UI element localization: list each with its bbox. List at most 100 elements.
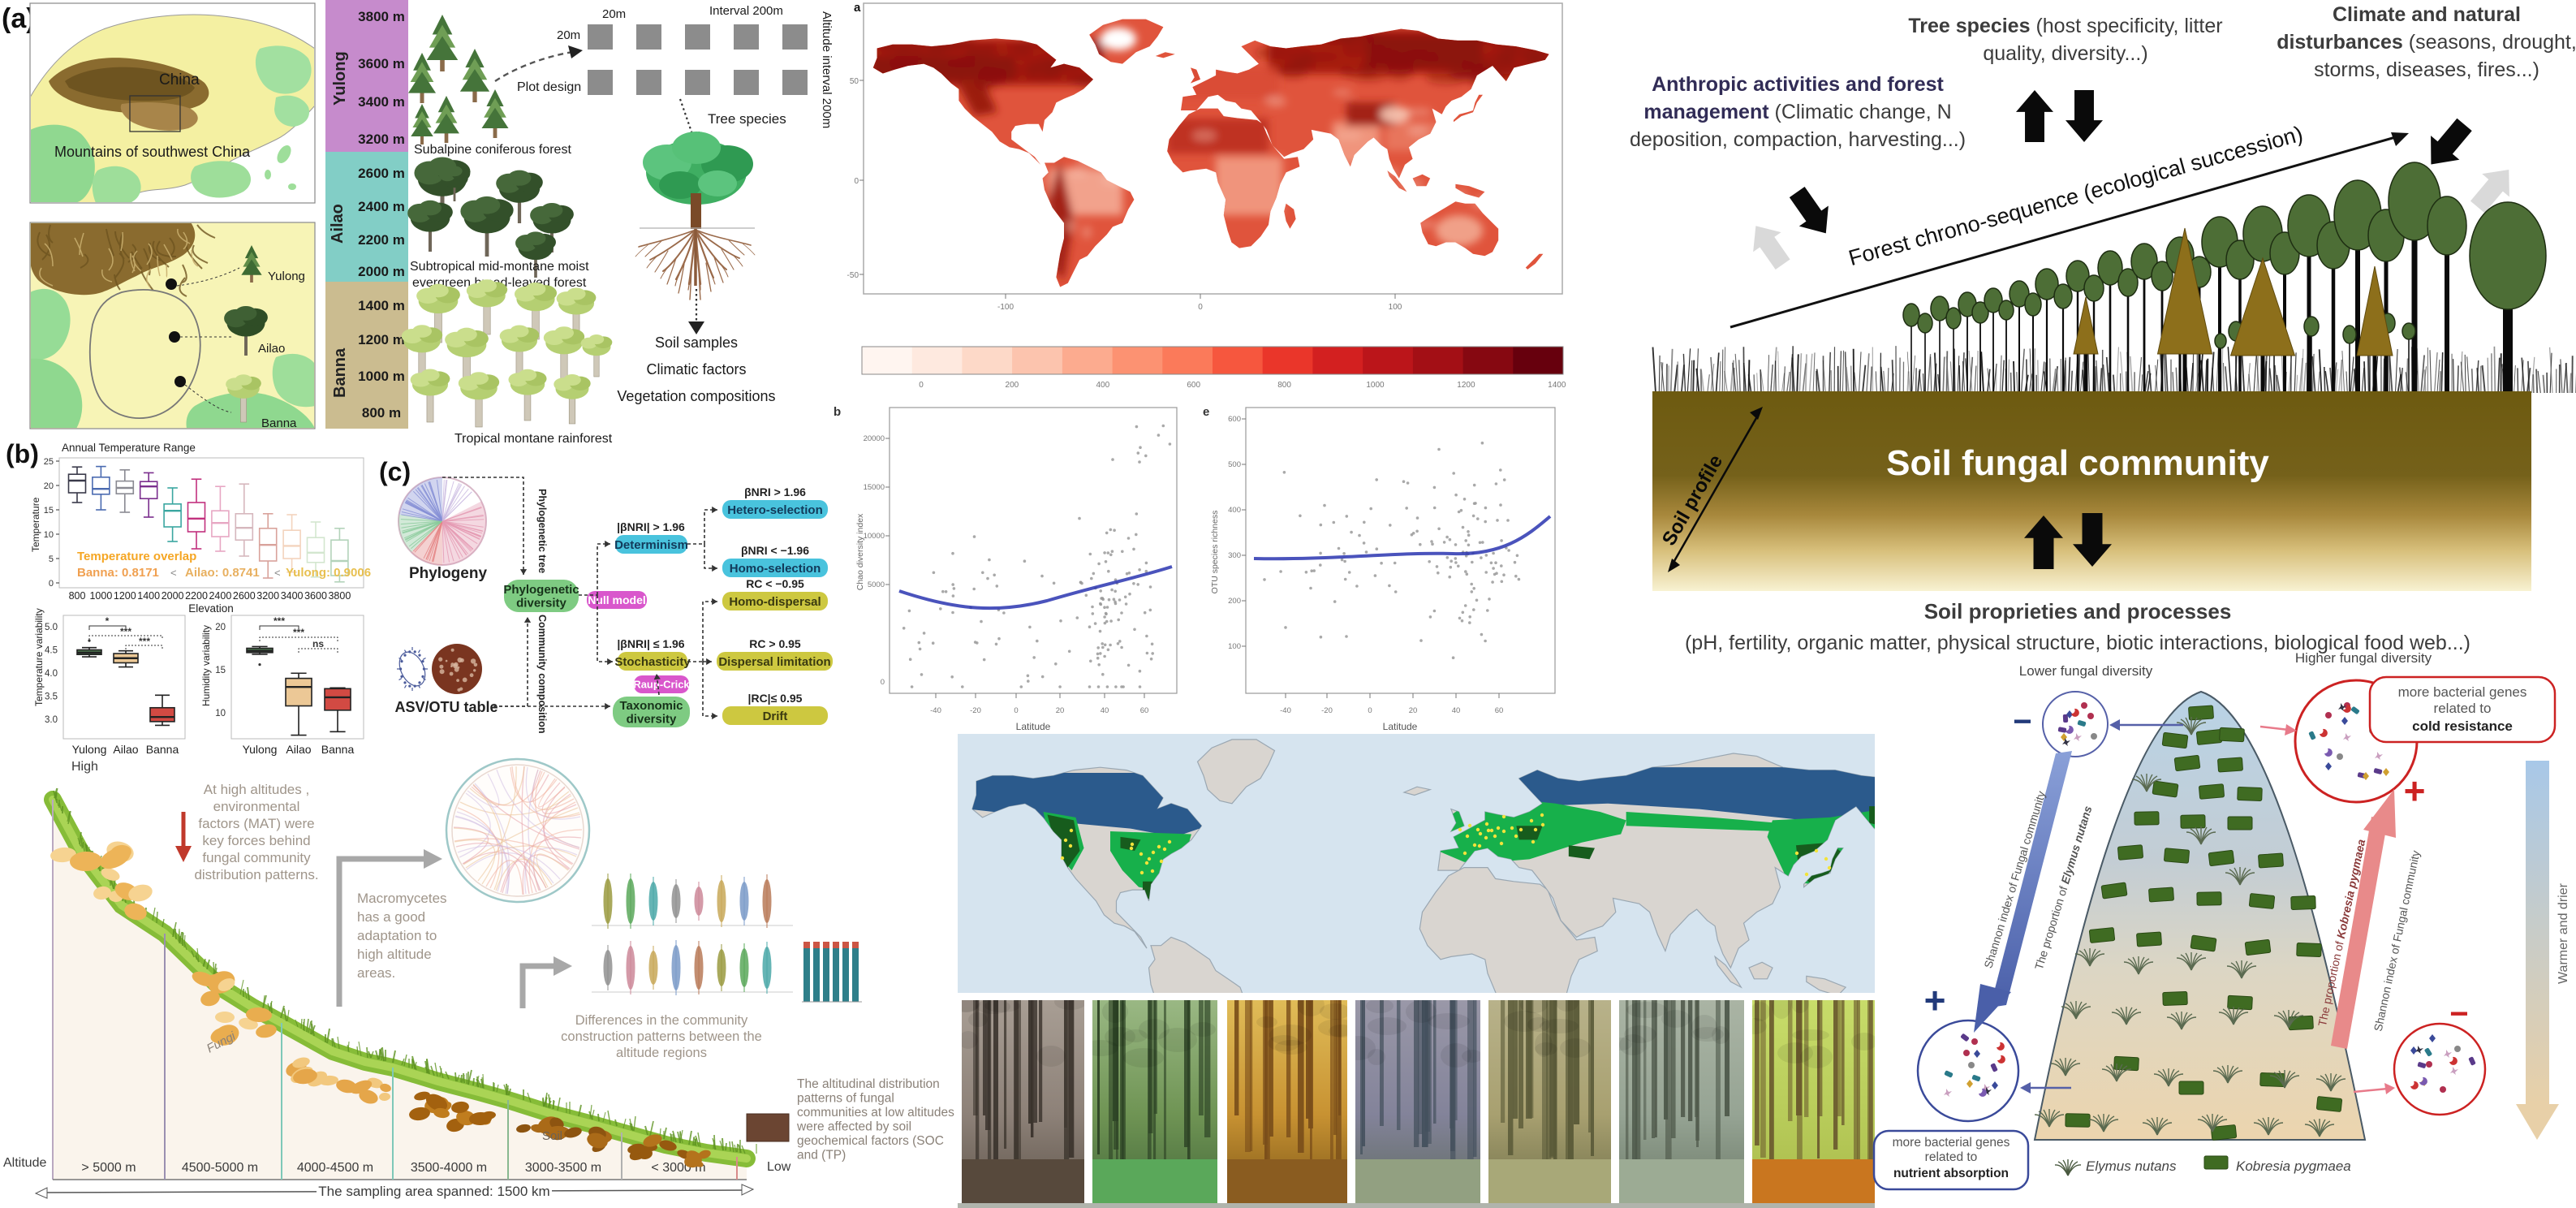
svg-text:60: 60 (1495, 706, 1504, 715)
svg-text:Chao diversity index: Chao diversity index (855, 513, 865, 590)
svg-text:Drift: Drift (763, 710, 788, 723)
svg-text:Phylogenetic: Phylogenetic (503, 583, 579, 597)
svg-text:Stochasticity: Stochasticity (614, 655, 691, 669)
svg-text:20000: 20000 (864, 434, 885, 443)
svg-text:communities at low altitudes: communities at low altitudes (797, 1106, 954, 1120)
svg-text:***: *** (139, 636, 150, 647)
svg-text:|RC|≤ 0.95: |RC|≤ 0.95 (748, 692, 803, 705)
svg-text:Dispersal limitation: Dispersal limitation (718, 655, 830, 669)
svg-text:***: *** (274, 615, 285, 627)
svg-text:800 m: 800 m (362, 405, 401, 421)
svg-text:> 5000 m: > 5000 m (81, 1161, 136, 1175)
svg-text:20: 20 (44, 481, 54, 491)
svg-text:400: 400 (1228, 506, 1241, 515)
svg-text:Higher fungal diversity: Higher fungal diversity (2295, 650, 2432, 666)
svg-text:5000: 5000 (868, 580, 885, 589)
svg-text:20m: 20m (602, 7, 626, 21)
svg-text:Tropical montane rainforest: Tropical montane rainforest (454, 432, 613, 446)
svg-text:deposition, compaction, harves: deposition, compaction, harvesting...) (1630, 128, 1966, 151)
svg-text:-50: -50 (847, 271, 859, 280)
svg-text:40: 40 (1101, 706, 1109, 715)
svg-text:2200: 2200 (185, 590, 208, 602)
svg-text:2400 m: 2400 m (358, 199, 405, 214)
svg-text:15: 15 (44, 506, 54, 516)
svg-text:(c): (c) (379, 457, 411, 486)
svg-text:Anthropic activities and fores: Anthropic activities and forest (1652, 73, 1944, 96)
svg-text:Banna: Banna (331, 347, 349, 398)
svg-text:Temperature variability: Temperature variability (33, 608, 45, 706)
svg-text:***: *** (293, 627, 304, 638)
svg-text:20: 20 (1409, 706, 1418, 715)
svg-text:3800 m: 3800 m (358, 9, 405, 24)
svg-text:more bacterial genes: more bacterial genes (1893, 1136, 2010, 1150)
svg-text:-20: -20 (970, 706, 981, 715)
svg-text:Differences in the community: Differences in the community (575, 1013, 748, 1028)
svg-text:Banna: Banna (261, 416, 297, 430)
svg-text:Soil samples: Soil samples (655, 334, 738, 351)
svg-text:At high altitudes ,: At high altitudes , (204, 782, 309, 797)
svg-text:more bacterial genes: more bacterial genes (2398, 684, 2527, 700)
svg-text:1000 m: 1000 m (358, 369, 405, 384)
svg-text:-40: -40 (1280, 706, 1291, 715)
svg-text:areas.: areas. (357, 965, 395, 981)
svg-text:+: + (2404, 770, 2426, 812)
svg-text:1400 m: 1400 m (358, 298, 405, 313)
svg-text:3400: 3400 (281, 590, 304, 602)
svg-text:Homo-dispersal: Homo-dispersal (729, 595, 821, 609)
svg-text:Soil: Soil (542, 1129, 562, 1143)
svg-text:Banna: Banna (321, 743, 355, 756)
svg-text:Soil proprieties and processes: Soil proprieties and processes (1924, 599, 2232, 623)
svg-text:construction patterns between: construction patterns between the (561, 1029, 762, 1044)
svg-text:China: China (159, 71, 200, 88)
svg-text:4000-4500 m: 4000-4500 m (297, 1161, 373, 1175)
svg-text:RC < −0.95: RC < −0.95 (746, 577, 804, 590)
svg-text:βNRI > 1.96: βNRI > 1.96 (744, 485, 806, 498)
svg-text:1400: 1400 (137, 590, 160, 602)
svg-text:ns: ns (312, 638, 324, 649)
svg-text:Phylogeny: Phylogeny (409, 565, 488, 582)
svg-text:0: 0 (49, 579, 54, 589)
svg-text:were affected by soil: were affected by soil (796, 1120, 911, 1134)
svg-text:400: 400 (1096, 381, 1109, 390)
svg-text:20: 20 (215, 623, 226, 632)
svg-text:Low: Low (767, 1160, 791, 1174)
svg-text:|βNRI| > 1.96: |βNRI| > 1.96 (617, 520, 685, 533)
svg-text:4500-5000 m: 4500-5000 m (182, 1161, 258, 1175)
svg-text:0: 0 (881, 678, 885, 687)
svg-text:Climate and natural: Climate and natural (2333, 3, 2521, 26)
svg-text:Mountains of southwest China: Mountains of southwest China (54, 144, 251, 160)
svg-text:storms, diseases, fires...): storms, diseases, fires...) (2314, 58, 2539, 81)
svg-text:quality, diversity...): quality, diversity...) (1983, 42, 2147, 65)
svg-text:Soil fungal community: Soil fungal community (1886, 443, 2269, 483)
svg-text:5.0: 5.0 (45, 623, 58, 632)
svg-text:-100: -100 (997, 303, 1014, 312)
svg-text:Temperature overlap: Temperature overlap (77, 550, 196, 563)
svg-text:Interval 200m: Interval 200m (709, 4, 783, 18)
svg-text:Ailao: Ailao (286, 743, 311, 756)
svg-text:2000: 2000 (162, 590, 184, 602)
svg-text:<: < (274, 567, 281, 579)
svg-text:Tree species (host specificity: Tree species (host specificity, litter (1908, 15, 2222, 37)
svg-text:Warmer and drier: Warmer and drier (2557, 882, 2570, 984)
svg-text:RC > 0.95: RC > 0.95 (749, 637, 801, 650)
svg-text:patterns of fungal: patterns of fungal (797, 1092, 894, 1106)
svg-text:3800: 3800 (328, 590, 351, 602)
svg-text:related to: related to (1925, 1150, 1978, 1164)
svg-text:Vegetation compositions: Vegetation compositions (617, 388, 775, 404)
svg-text:3600 m: 3600 m (358, 56, 405, 71)
svg-text:Ailao: Ailao (329, 204, 347, 244)
svg-text:Taxonomic: Taxonomic (619, 699, 683, 713)
svg-text:Raup-Crick: Raup-Crick (633, 679, 690, 691)
svg-text:Humidity variability: Humidity variability (200, 625, 212, 706)
svg-text:Altitude interval 200m: Altitude interval 200m (820, 11, 834, 128)
svg-text:−: − (2449, 996, 2468, 1032)
svg-text:25: 25 (44, 457, 54, 467)
svg-text:0: 0 (1198, 303, 1203, 312)
svg-text:800: 800 (1277, 381, 1291, 390)
svg-text:Latitude: Latitude (1016, 721, 1051, 732)
svg-text:high altitude: high altitude (357, 947, 432, 962)
svg-text:4.5: 4.5 (45, 646, 58, 656)
svg-text:Subalpine coniferous forest: Subalpine coniferous forest (414, 143, 571, 157)
svg-text:Community composition: Community composition (536, 615, 548, 734)
svg-text:20m: 20m (557, 28, 580, 42)
